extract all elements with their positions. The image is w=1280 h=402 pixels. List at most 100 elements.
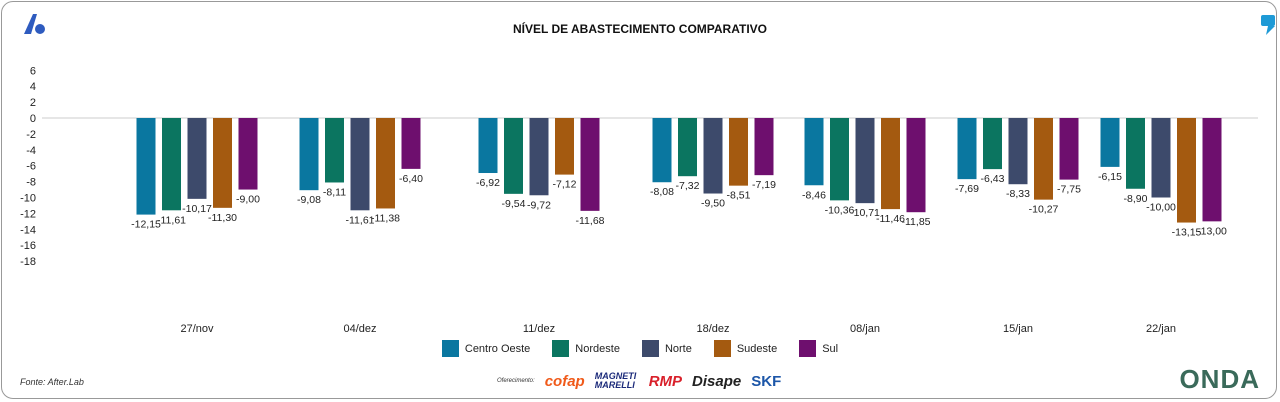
sponsor-skf: SKF xyxy=(751,372,782,390)
data-label: -8,46 xyxy=(802,189,826,201)
bar-nordeste xyxy=(983,118,1002,170)
bar-sul xyxy=(1202,118,1222,222)
legend-item: Sul xyxy=(799,340,838,357)
sponsor-label: Oferecimento: xyxy=(497,378,535,384)
legend-item: Centro Oeste xyxy=(441,340,531,357)
data-label: -11,46 xyxy=(876,213,905,225)
source-text: Fonte: After.Lab xyxy=(20,377,84,387)
data-label: -9,54 xyxy=(502,198,526,210)
data-label: -6,40 xyxy=(399,173,423,185)
y-tick-label: -6 xyxy=(26,161,36,173)
bar-norte xyxy=(1151,118,1171,198)
y-tick-label: 2 xyxy=(30,97,36,109)
bar-norte xyxy=(350,118,370,211)
y-tick-label: 0 xyxy=(30,113,36,125)
bar-sul xyxy=(906,118,926,213)
data-label: -7,32 xyxy=(676,180,700,192)
y-tick-label: -14 xyxy=(20,224,36,236)
sponsor-rmp: RMP xyxy=(648,372,683,390)
legend-item: Sudeste xyxy=(713,340,778,357)
data-label: -10,71 xyxy=(850,207,880,219)
bar-centro-oeste xyxy=(804,118,824,186)
x-tick-label: 11/dez xyxy=(523,323,555,335)
data-label: -8,51 xyxy=(727,190,751,202)
bar-centro-oeste xyxy=(299,118,319,191)
data-label: -8,90 xyxy=(1124,193,1148,205)
sponsors: Oferecimento: cofap MAGNETI MARELLI RMP … xyxy=(497,372,781,390)
data-label: -7,19 xyxy=(752,179,776,191)
legend-swatch xyxy=(441,340,459,357)
bar-centro-oeste xyxy=(136,118,156,215)
data-label: -11,61 xyxy=(157,214,186,226)
sponsor-disape: Disape xyxy=(692,372,742,390)
data-label: -7,75 xyxy=(1057,184,1081,196)
y-tick-label: -18 xyxy=(20,256,36,268)
data-label: -10,36 xyxy=(825,204,855,216)
data-label: -12,15 xyxy=(131,219,161,231)
bar-sul xyxy=(1059,118,1079,180)
bar-centro-oeste xyxy=(652,118,672,183)
bar-nordeste xyxy=(678,118,697,177)
bar-norte xyxy=(529,118,549,196)
y-tick-label: -2 xyxy=(26,129,36,141)
legend-label: Sul xyxy=(822,342,839,355)
data-label: -9,00 xyxy=(236,194,260,206)
chart-title: NÍVEL DE ABASTECIMENTO COMPARATIVO xyxy=(512,22,767,36)
x-tick-label: 04/dez xyxy=(343,323,376,335)
legend-swatch xyxy=(799,340,817,357)
bar-sudeste xyxy=(729,118,748,186)
bar-sudeste xyxy=(213,118,232,208)
legend-label: Nordeste xyxy=(575,342,620,355)
bar-sudeste xyxy=(555,118,574,175)
data-label: -7,12 xyxy=(553,179,577,191)
bar-sudeste xyxy=(1177,118,1196,223)
data-label: -6,92 xyxy=(476,177,500,189)
data-label: -6,43 xyxy=(981,173,1005,185)
data-label: -11,38 xyxy=(371,212,400,224)
bar-centro-oeste xyxy=(1100,118,1120,167)
bar-sul xyxy=(238,118,258,190)
data-label: -11,85 xyxy=(902,216,931,228)
bar-centro-oeste xyxy=(957,118,977,180)
bar-nordeste xyxy=(162,118,181,211)
x-tick-label: 22/jan xyxy=(1146,323,1176,335)
bar-norte xyxy=(855,118,875,204)
bar-centro-oeste xyxy=(478,118,498,174)
data-label: -11,61 xyxy=(346,214,375,226)
y-tick-label: -12 xyxy=(20,208,36,220)
legend-swatch xyxy=(641,340,659,357)
bar-nordeste xyxy=(504,118,523,194)
bar-nordeste xyxy=(1126,118,1145,189)
bar-sudeste xyxy=(1034,118,1053,200)
sponsor-magneti-marelli: MAGNETI MARELLI xyxy=(594,371,637,390)
data-label: -9,50 xyxy=(701,198,725,210)
legend-swatch xyxy=(552,340,570,357)
y-tick-label: 6 xyxy=(30,65,36,77)
bar-nordeste xyxy=(325,118,344,183)
legend-label: Sudeste xyxy=(736,342,778,355)
bar-sul xyxy=(754,118,774,176)
y-tick-label: -4 xyxy=(26,145,36,157)
legend-item: Norte xyxy=(641,340,692,357)
data-label: -13,00 xyxy=(1197,225,1227,237)
bar-sudeste xyxy=(376,118,395,209)
bar-sudeste xyxy=(881,118,900,210)
data-label: -13,15 xyxy=(1172,227,1202,239)
data-label: -7,69 xyxy=(955,183,979,195)
sponsor-cofap: cofap xyxy=(544,372,585,390)
onda-logo: ONDA xyxy=(1179,364,1260,394)
bar-norte xyxy=(703,118,723,194)
legend: Centro Oeste Nordeste Norte Sudeste Sul xyxy=(0,340,1280,357)
y-tick-label: -10 xyxy=(20,193,36,205)
y-tick-label: -16 xyxy=(20,240,36,252)
x-tick-label: 27/nov xyxy=(180,323,214,335)
bar-nordeste xyxy=(830,118,849,201)
legend-label: Centro Oeste xyxy=(464,342,531,355)
legend-label: Norte xyxy=(664,342,692,355)
data-label: -9,72 xyxy=(527,199,551,211)
x-tick-label: 15/jan xyxy=(1003,323,1033,335)
bar-norte xyxy=(1008,118,1028,185)
data-label: -11,30 xyxy=(208,212,237,224)
